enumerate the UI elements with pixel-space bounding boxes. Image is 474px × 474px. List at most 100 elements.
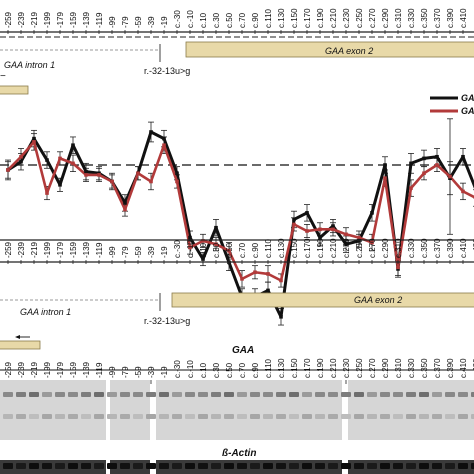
- data-point: [175, 171, 179, 176]
- top-tick-label: c.30: [212, 12, 221, 28]
- gaa-lower-band: [380, 414, 390, 419]
- gaa-upper-band: [250, 392, 260, 397]
- gaa-upper-band: [458, 392, 468, 397]
- top-tick-label: -239: [17, 11, 26, 28]
- data-point: [435, 154, 439, 159]
- top-variant-label: r.-32-13u>g: [144, 66, 190, 76]
- gel-tick-label: -79: [121, 366, 130, 378]
- gaa-lower-band: [432, 414, 442, 419]
- gaa-lower-band: [250, 414, 260, 419]
- gaa-lower-band: [211, 414, 221, 419]
- gel-tick-label: c.430: [472, 358, 474, 378]
- gaa-upper-band: [380, 392, 390, 397]
- methylation-line-chart: GA GA: [0, 93, 474, 326]
- gaa-lower-band: [68, 414, 78, 419]
- middle-variant-label: r.-32-13u>g: [144, 316, 190, 326]
- gaa-lower-band: [393, 414, 403, 419]
- top-tick-label: -219: [30, 11, 39, 28]
- gaa-upper-band: [198, 392, 208, 397]
- data-point: [162, 143, 166, 147]
- actin-band: [81, 463, 91, 469]
- top-tick-label: c.110: [264, 8, 273, 28]
- gaa-upper-band: [276, 392, 286, 397]
- primer-arrow: [0, 335, 41, 350]
- actin-band: [172, 463, 182, 469]
- data-point: [383, 176, 387, 180]
- gel-tick-label: c.110: [264, 358, 273, 378]
- top-tick-label: c.130: [277, 8, 286, 28]
- upper-left-stub-box: [0, 85, 29, 95]
- middle-tick-label: -159: [69, 241, 78, 258]
- gaa-lower-band: [185, 414, 195, 419]
- gel-tick-label: c.-10: [186, 360, 195, 378]
- gaa-lower-band: [146, 414, 156, 419]
- top-tick-label: c.390: [446, 8, 455, 28]
- middle-tick-label: c.170: [303, 238, 312, 258]
- data-point: [344, 232, 348, 237]
- gaa-lower-band: [263, 414, 273, 419]
- middle-tick-label: c.350: [420, 238, 429, 258]
- actin-band: [289, 463, 299, 469]
- middle-tick-label: c.370: [433, 238, 442, 258]
- top-tick-label: c.10: [199, 12, 208, 28]
- middle-tick-label: c.90: [251, 242, 260, 258]
- gaa-upper-band: [393, 392, 403, 397]
- data-point: [19, 154, 23, 159]
- top-tick-label: -139: [82, 11, 91, 28]
- actin-band: [29, 463, 39, 469]
- gaa-upper-band: [29, 392, 39, 397]
- top-tick-label: c.210: [329, 8, 338, 28]
- data-point: [214, 242, 218, 246]
- gaa-lower-band: [55, 414, 65, 419]
- gaa-lower-band: [172, 414, 182, 419]
- data-point: [318, 227, 322, 232]
- top-tick-label: c.-10: [186, 10, 195, 28]
- gel-tick-label: -59: [134, 366, 143, 378]
- gaa-lower-band: [458, 414, 468, 419]
- top-tick-label: -79: [121, 16, 130, 28]
- top-tick-label: -59: [134, 16, 143, 28]
- gaa-lower-band: [419, 414, 429, 419]
- actin-band: [94, 463, 104, 469]
- data-point: [435, 163, 439, 167]
- gaa-upper-band: [432, 392, 442, 397]
- gaa-upper-band: [263, 392, 273, 397]
- data-point: [32, 140, 36, 144]
- actin-band: [263, 463, 273, 469]
- middle-tick-label: -79: [121, 246, 130, 258]
- gaa-gel-panels: [0, 380, 474, 440]
- actin-band: [328, 463, 338, 469]
- gaa-lower-band: [406, 414, 416, 419]
- actin-band: [341, 463, 351, 469]
- data-point: [318, 235, 322, 240]
- top-tick-label: c.250: [355, 8, 364, 28]
- data-point: [292, 217, 296, 222]
- actin-band: [471, 463, 474, 469]
- top-tick-label: c.70: [238, 12, 247, 28]
- data-point: [175, 179, 179, 184]
- actin-band: [250, 463, 260, 469]
- top-tick-label: -119: [95, 12, 104, 28]
- gaa-lower-band: [367, 414, 377, 419]
- gel-tick-label: c.370: [433, 358, 442, 378]
- middle-exon-box: [171, 292, 474, 308]
- middle-tick-label: c.-30: [173, 240, 182, 258]
- gel-tick-label: c.350: [420, 358, 429, 378]
- actin-band: [198, 463, 208, 469]
- gel-tick-label: -99: [108, 366, 117, 378]
- data-point: [84, 173, 88, 177]
- gaa-lower-band: [471, 414, 474, 419]
- gaa-gel-bands: [3, 392, 474, 419]
- gel-tick-label: c.150: [290, 358, 299, 378]
- data-point: [331, 227, 335, 232]
- gaa-upper-band: [237, 392, 247, 397]
- actin-band: [107, 463, 117, 469]
- top-exon-box: [185, 41, 474, 58]
- top-tick-label: c.370: [433, 8, 442, 28]
- middle-gene-map: GAA intron 1 GAA exon 2 r.-32-13u>g: [0, 292, 474, 350]
- actin-band: [393, 463, 403, 469]
- legend-red-label: GA: [461, 106, 474, 116]
- gaa-upper-band: [341, 392, 351, 397]
- data-point: [214, 225, 218, 230]
- actin-gel-title: ß-Actin: [222, 448, 257, 459]
